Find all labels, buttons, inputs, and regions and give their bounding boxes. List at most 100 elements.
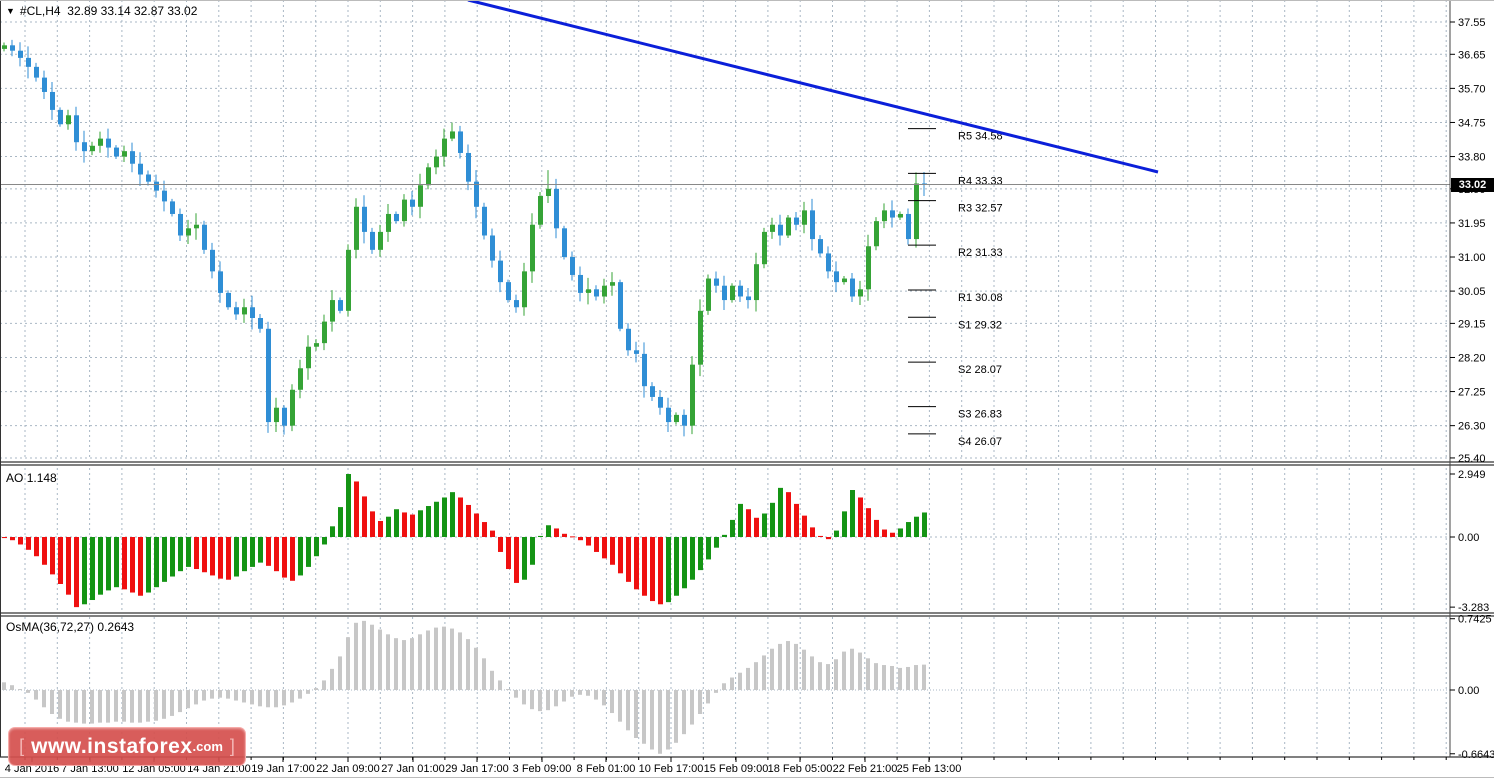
ao-bar xyxy=(866,508,871,537)
chevron-down-icon[interactable]: ▼ xyxy=(6,6,15,16)
osma-bar xyxy=(298,690,302,699)
ao-bar xyxy=(906,522,911,537)
osma-bar xyxy=(506,689,510,691)
ao-bar xyxy=(90,537,95,601)
price-axis-label: 33.80 xyxy=(1458,152,1486,164)
candle-body xyxy=(842,278,847,283)
ao-bar xyxy=(394,509,399,537)
osma-bar xyxy=(282,690,286,706)
ao-bar xyxy=(274,537,279,572)
osma-bar xyxy=(778,643,782,690)
ao-bar xyxy=(250,537,255,567)
ao-bar xyxy=(498,537,503,552)
candle-body xyxy=(610,282,615,286)
ao-bar xyxy=(778,487,783,537)
ao-bar xyxy=(650,537,655,602)
price-axis[interactable]: 37.5536.6535.7034.7533.8032.9031.9531.00… xyxy=(1450,17,1486,465)
osma-bar xyxy=(226,690,230,699)
time-axis-label: 15 Feb 09:00 xyxy=(704,763,769,775)
osma-bar xyxy=(346,637,350,690)
candle-body xyxy=(306,346,311,369)
osma-bar xyxy=(906,666,910,690)
ao-bar xyxy=(642,537,647,596)
ao-indicator-title: AO 1.148 xyxy=(6,471,57,485)
osma-bar xyxy=(2,682,6,690)
osma-bar xyxy=(610,690,614,714)
ao-bar xyxy=(770,502,775,537)
osma-bar xyxy=(466,639,470,690)
candle-body xyxy=(106,138,111,148)
ao-bar xyxy=(434,501,439,537)
descending-trendline[interactable] xyxy=(467,0,1159,174)
osma-bar xyxy=(362,620,366,690)
osma-bar xyxy=(82,690,86,724)
osma-bar xyxy=(114,690,118,722)
osma-bar xyxy=(538,690,542,712)
osma-bar xyxy=(642,690,646,744)
ao-bar xyxy=(506,537,511,570)
pivot-label: S2 28.07 xyxy=(958,364,1002,376)
candle-body xyxy=(146,174,151,182)
ao-bar xyxy=(842,511,847,537)
grid-lines xyxy=(0,0,1450,755)
ao-bar xyxy=(922,512,927,537)
osma-bar xyxy=(474,647,478,690)
osma-axis-label: 0.7425 xyxy=(1458,614,1492,626)
pivot-label: S4 26.07 xyxy=(958,436,1002,448)
ao-bar xyxy=(410,514,415,537)
osma-histogram xyxy=(2,620,926,754)
candle-body xyxy=(858,289,863,297)
ao-bar xyxy=(18,537,23,545)
candle-body xyxy=(290,389,295,426)
ao-bar xyxy=(674,537,679,596)
osma-bar xyxy=(578,690,582,695)
candle-body xyxy=(786,217,791,236)
ao-indicator-value: 1.148 xyxy=(26,471,57,485)
osma-bar xyxy=(418,634,422,690)
osma-bar xyxy=(98,690,102,723)
candle-body xyxy=(690,364,695,426)
ao-bar xyxy=(858,497,863,537)
candle-body xyxy=(818,239,823,254)
candle-body xyxy=(482,206,487,236)
osma-bar xyxy=(522,690,526,705)
candle-body xyxy=(2,45,7,49)
candle-body xyxy=(450,131,455,139)
osma-bar xyxy=(714,690,718,693)
candle-body xyxy=(834,271,839,283)
ao-bar xyxy=(754,517,759,537)
osma-bar xyxy=(786,641,790,690)
ao-bar xyxy=(210,537,215,576)
ao-bar xyxy=(306,537,311,567)
osma-bar xyxy=(546,690,550,711)
ao-bar xyxy=(330,526,335,537)
osma-bar xyxy=(890,666,894,690)
ao-bar xyxy=(442,497,447,537)
candle-body xyxy=(370,231,375,250)
time-axis-label: 10 Feb 17:00 xyxy=(639,763,704,775)
candle-body xyxy=(578,274,583,293)
candles-series xyxy=(2,39,927,437)
osma-bar xyxy=(170,690,174,716)
osma-bar xyxy=(162,690,166,719)
candle-body xyxy=(642,353,647,387)
time-axis[interactable]: 4 Jan 2016 7 Jan 13:00 12 Jan 05:00 14 Jan … xyxy=(5,757,1447,775)
pivot-levels: R5 34.58 R4 33.33 R3 32.57 R2 31.33 R1 30.08… xyxy=(908,128,1003,448)
price-axis-label: 37.55 xyxy=(1458,17,1486,29)
candle-body xyxy=(194,224,199,229)
osma-bar xyxy=(882,665,886,690)
osma-indicator-name: OsMA(36,72,27) xyxy=(6,620,95,634)
candle-body xyxy=(210,249,215,272)
ao-bar xyxy=(850,490,855,537)
candle-body xyxy=(74,115,79,143)
ao-bar xyxy=(594,537,599,552)
candle-body xyxy=(882,210,887,222)
osma-bar xyxy=(234,690,238,701)
osma-bar xyxy=(146,690,150,722)
osma-bar xyxy=(50,690,54,714)
candle-body xyxy=(386,213,391,232)
osma-bar xyxy=(594,690,598,700)
candle-body xyxy=(378,231,383,250)
